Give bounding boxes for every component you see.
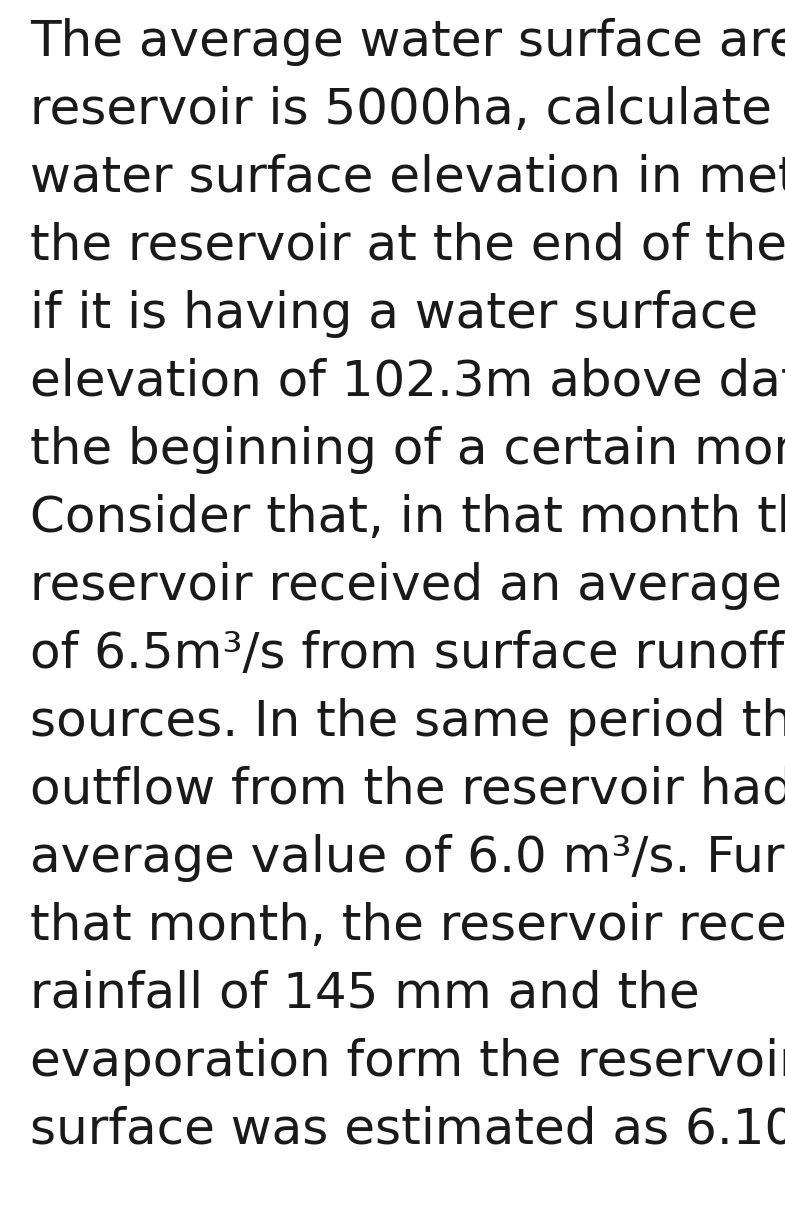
Text: outflow from the reservoir had an: outflow from the reservoir had an <box>30 766 785 814</box>
Text: water surface elevation in meters of: water surface elevation in meters of <box>30 154 785 203</box>
Text: evaporation form the reservoir: evaporation form the reservoir <box>30 1038 785 1086</box>
Text: The average water surface area in a: The average water surface area in a <box>30 18 785 66</box>
Text: the reservoir at the end of the month: the reservoir at the end of the month <box>30 222 785 270</box>
Text: the beginning of a certain month.: the beginning of a certain month. <box>30 426 785 475</box>
Text: if it is having a water surface: if it is having a water surface <box>30 290 758 338</box>
Text: average value of 6.0 m³/s. Further, in: average value of 6.0 m³/s. Further, in <box>30 834 785 882</box>
Text: reservoir is 5000ha, calculate the: reservoir is 5000ha, calculate the <box>30 85 785 134</box>
Text: reservoir received an average inflow: reservoir received an average inflow <box>30 562 785 610</box>
Text: rainfall of 145 mm and the: rainfall of 145 mm and the <box>30 970 699 1017</box>
Text: surface was estimated as 6.10 cm.: surface was estimated as 6.10 cm. <box>30 1107 785 1154</box>
Text: that month, the reservoir received a: that month, the reservoir received a <box>30 902 785 950</box>
Text: sources. In the same period the: sources. In the same period the <box>30 698 785 745</box>
Text: elevation of 102.3m above datum at: elevation of 102.3m above datum at <box>30 357 785 406</box>
Text: of 6.5m³/s from surface runoff: of 6.5m³/s from surface runoff <box>30 630 784 678</box>
Text: Consider that, in that month the: Consider that, in that month the <box>30 494 785 542</box>
